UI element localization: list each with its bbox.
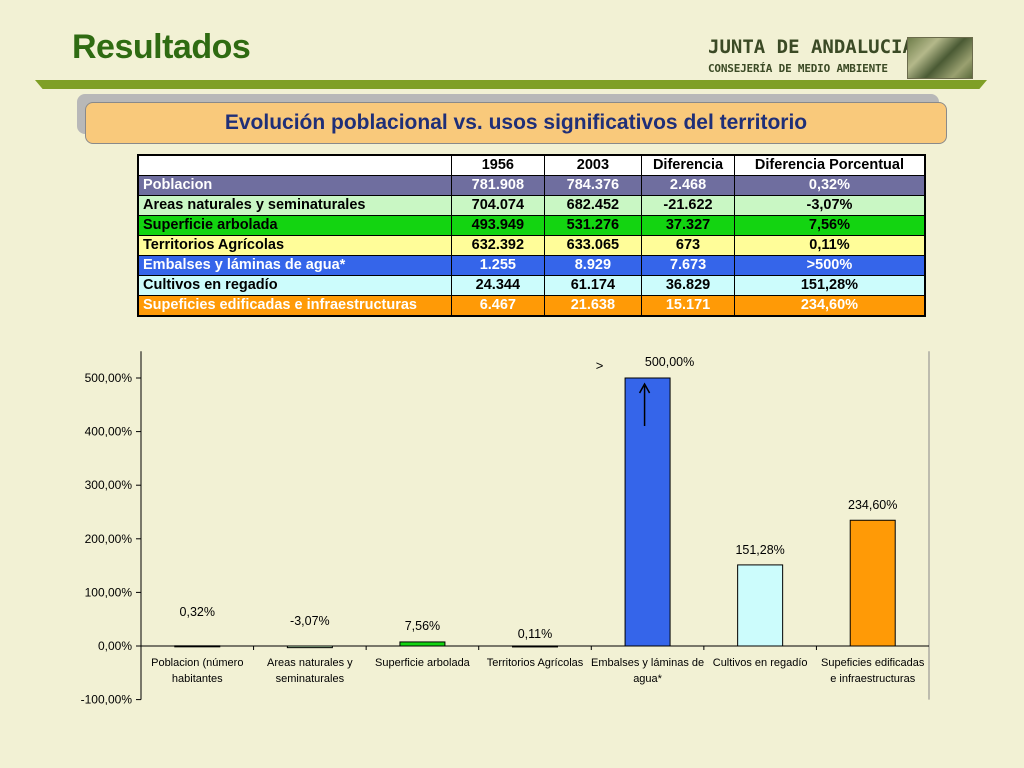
table-row: Poblacion 781.908 784.376 2.468 0,32% [137, 175, 926, 196]
bar [512, 645, 558, 648]
cell-porcentaje: 0,32% [733, 175, 926, 196]
bar [174, 645, 221, 648]
cell-1956: 493.949 [451, 215, 545, 236]
y-tick-label: 300,00% [85, 478, 133, 492]
cell-diferencia: 37.327 [641, 215, 735, 236]
row-label: Embalses y láminas de agua* [137, 255, 453, 276]
cell-porcentaje: >500% [733, 255, 926, 276]
cell-porcentaje: 234,60% [733, 295, 926, 317]
table-header-row: 1956 2003 Diferencia Diferencia Porcentu… [137, 154, 926, 176]
x-tick-label: Cultivos en regadío [713, 657, 808, 669]
row-label: Areas naturales y seminaturales [137, 195, 453, 216]
x-tick-label: Supeficies edificadas [821, 657, 925, 669]
logo-line2: CONSEJERÍA DE MEDIO AMBIENTE [708, 62, 888, 75]
y-tick-label: -100,00% [81, 693, 133, 707]
cell-2003: 784.376 [543, 175, 643, 196]
data-label: 151,28% [735, 543, 784, 557]
cell-diferencia: 15.171 [641, 295, 735, 317]
bar [286, 645, 333, 649]
x-tick-label: Territorios Agrícolas [487, 657, 584, 669]
table-header-2003: 2003 [543, 154, 643, 176]
overflow-marker: > [596, 358, 604, 373]
cell-diferencia: 36.829 [641, 275, 735, 296]
logo-image [907, 37, 973, 79]
y-tick-label: 100,00% [85, 585, 133, 599]
row-label: Poblacion [137, 175, 453, 196]
bar [849, 519, 896, 647]
x-tick-label: agua* [633, 673, 662, 685]
table-header-diferencia: Diferencia [641, 154, 735, 176]
cell-1956: 24.344 [451, 275, 545, 296]
data-label: 0,11% [518, 627, 553, 641]
x-tick-label: seminaturales [276, 673, 345, 685]
x-tick-label: Superficie arbolada [375, 657, 471, 669]
cell-1956: 632.392 [451, 235, 545, 256]
title-underline [35, 80, 987, 89]
junta-logo: JUNTA DE ANDALUCIA CONSEJERÍA DE MEDIO A… [708, 36, 914, 75]
cell-1956: 704.074 [451, 195, 545, 216]
cell-1956: 1.255 [451, 255, 545, 276]
page-title: Resultados [72, 28, 251, 66]
data-label: 500,00% [645, 355, 694, 369]
cell-diferencia: -21.622 [641, 195, 735, 216]
row-label: Superficie arbolada [137, 215, 453, 236]
x-tick-label: e infraestructuras [830, 673, 915, 685]
data-label: 234,60% [848, 498, 897, 512]
x-tick-label: Poblacion (número [151, 657, 243, 669]
data-label: 7,56% [405, 619, 440, 633]
table-row: Superficie arbolada 493.949 531.276 37.327 7… [137, 215, 926, 236]
x-tick-label: Areas naturales y [267, 657, 353, 669]
bar [737, 564, 784, 647]
subtitle-text: Evolución poblacional vs. usos significa… [224, 111, 808, 134]
cell-diferencia: 7.673 [641, 255, 735, 276]
data-label: 0,32% [180, 605, 215, 619]
cell-2003: 682.452 [543, 195, 643, 216]
cell-2003: 21.638 [543, 295, 643, 317]
y-tick-label: 400,00% [85, 425, 133, 439]
logo-line1: JUNTA DE ANDALUCIA [708, 36, 914, 58]
bar [399, 641, 446, 647]
bar [624, 377, 671, 647]
row-label: Territorios Agrícolas [137, 235, 453, 256]
overflow-arrow-head [638, 382, 651, 394]
cell-porcentaje: -3,07% [733, 195, 926, 216]
y-tick-label: 500,00% [85, 371, 133, 385]
table-row: Areas naturales y seminaturales 704.074 68… [137, 195, 926, 216]
cell-porcentaje: 0,11% [733, 235, 926, 256]
cell-1956: 781.908 [451, 175, 545, 196]
cell-porcentaje: 7,56% [733, 215, 926, 236]
cell-diferencia: 673 [641, 235, 735, 256]
cell-2003: 531.276 [543, 215, 643, 236]
y-tick-label: 200,00% [85, 532, 133, 546]
row-label: Supeficies edificadas e infraestructuras [137, 295, 453, 317]
bar-chart: -100,00% 0,00% 100,00% 200,00% 300,00% 400,00… [81, 351, 930, 707]
x-tick-label: habitantes [172, 673, 223, 685]
subtitle-banner: Evolución poblacional vs. usos significa… [85, 102, 947, 144]
cell-2003: 61.174 [543, 275, 643, 296]
data-label: -3,07% [290, 614, 330, 628]
table-row: Supeficies edificadas e infraestructuras… [137, 295, 926, 317]
table-header-1956: 1956 [451, 154, 545, 176]
x-tick-label: Embalses y láminas de [591, 657, 704, 669]
row-label: Cultivos en regadío [137, 275, 453, 296]
cell-2003: 8.929 [543, 255, 643, 276]
cell-diferencia: 2.468 [641, 175, 735, 196]
table-header-empty [137, 154, 453, 176]
cell-1956: 6.467 [451, 295, 545, 317]
y-tick-label: 0,00% [98, 639, 132, 653]
table-row: Embalses y láminas de agua* 1.255 8.929 7.6… [137, 255, 926, 276]
cell-2003: 633.065 [543, 235, 643, 256]
table-header-diferencia-porcentual: Diferencia Porcentual [733, 154, 926, 176]
cell-porcentaje: 151,28% [733, 275, 926, 296]
table-row: Cultivos en regadío 24.344 61.174 36.829 151… [137, 275, 926, 296]
results-table: 1956 2003 Diferencia Diferencia Porcentu… [137, 154, 926, 317]
table-row: Territorios Agrícolas 632.392 633.065 673 0,… [137, 235, 926, 256]
